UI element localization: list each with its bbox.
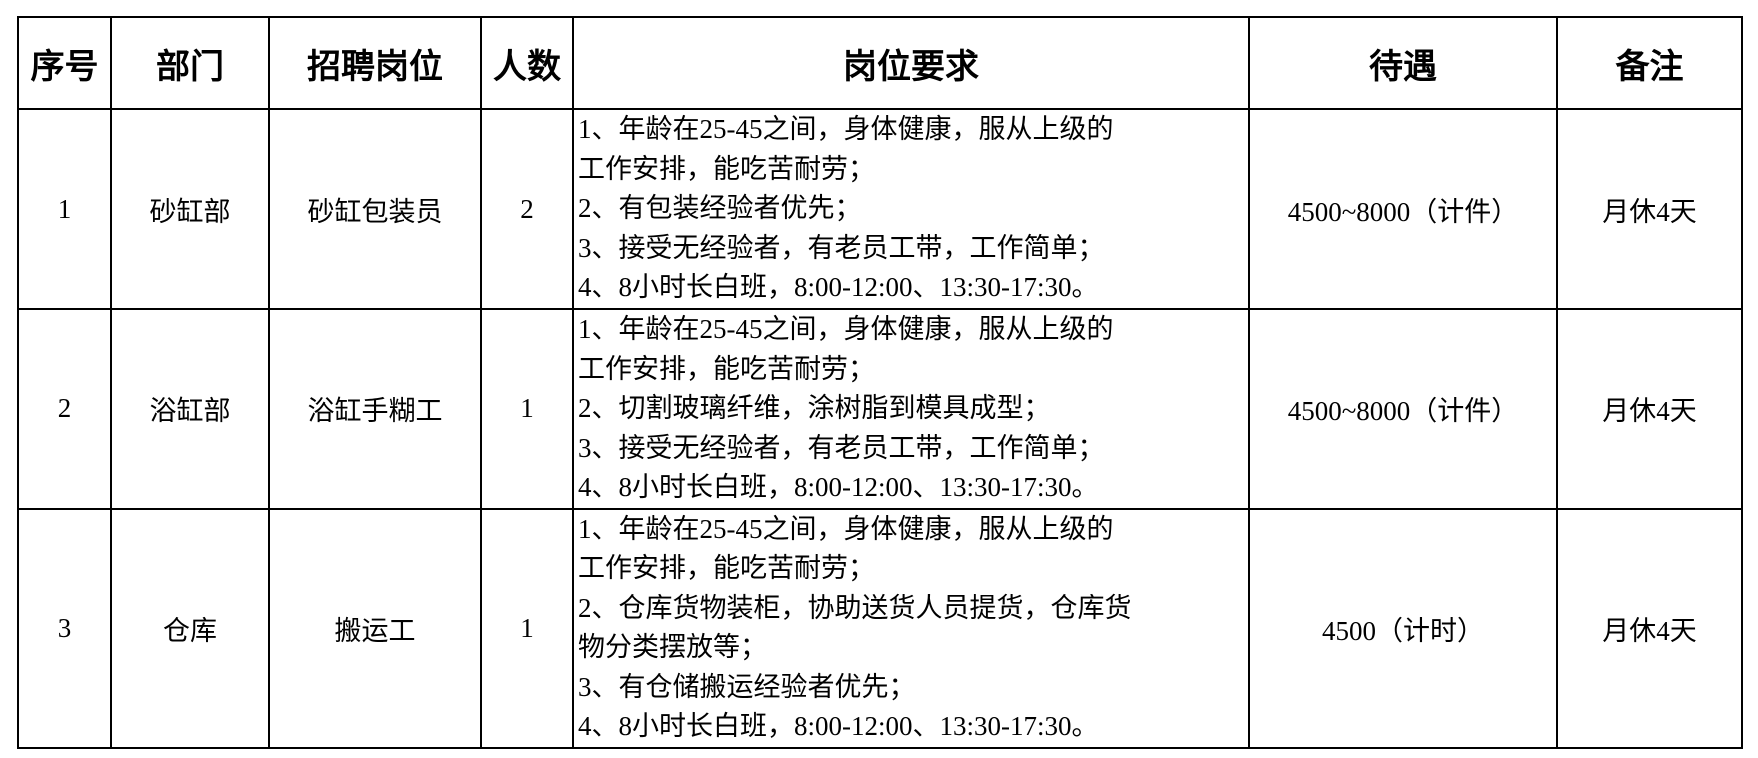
header-no: 序号 [17, 16, 112, 110]
header-position: 招聘岗位 [268, 16, 482, 110]
requirement-line: 2、有包装经验者优先； [578, 193, 862, 224]
cell-note: 月休4天 [1556, 108, 1743, 310]
cell-position: 搬运工 [268, 507, 482, 749]
cell-note: 月休4天 [1556, 507, 1743, 749]
requirement-line: 2、仓库货物装柜，协助送货人员提货，仓库货 [578, 592, 1132, 623]
cell-position: 砂缸包装员 [268, 108, 482, 310]
requirement-line: 4、8小时长白班，8:00-12:00、13:30-17:30。 [578, 472, 1099, 502]
header-row: 序号 部门 招聘岗位 人数 岗位要求 待遇 备注 [17, 16, 1743, 110]
recruitment-table: 序号 部门 招聘岗位 人数 岗位要求 待遇 备注 1 砂缸部 砂缸包装员 2 1… [17, 16, 1743, 749]
cell-count: 1 [480, 308, 574, 510]
cell-pay: 4500~8000（计件） [1248, 308, 1558, 510]
cell-pay: 4500（计时） [1248, 507, 1558, 749]
requirement-line: 4、8小时长白班，8:00-12:00、13:30-17:30。 [578, 272, 1099, 303]
cell-no: 2 [17, 308, 112, 510]
table-row: 3 仓库 搬运工 1 1、年龄在25-45之间，身体健康，服从上级的 工作安排，… [17, 507, 1743, 749]
cell-dept: 砂缸部 [110, 108, 270, 310]
requirement-line: 3、接受无经验者，有老员工带，工作简单； [578, 232, 1105, 263]
requirement-line: 工作安排，能吃苦耐劳； [578, 153, 875, 184]
requirement-line: 1、年龄在25-45之间，身体健康，服从上级的 [578, 513, 1114, 544]
cell-count: 2 [480, 108, 574, 310]
cell-note: 月休4天 [1556, 308, 1743, 510]
requirement-line: 物分类摆放等； [578, 632, 767, 662]
cell-no: 3 [17, 507, 112, 749]
requirement-line: 2、切割玻璃纤维，涂树脂到模具成型； [578, 393, 1051, 423]
cell-count: 1 [480, 507, 574, 749]
table-row: 2 浴缸部 浴缸手糊工 1 1、年龄在25-45之间，身体健康，服从上级的 工作… [17, 308, 1743, 510]
cell-requirements: 1、年龄在25-45之间，身体健康，服从上级的 工作安排，能吃苦耐劳； 2、切割… [572, 308, 1250, 510]
requirement-line: 3、有仓储搬运经验者优先； [578, 671, 916, 702]
requirement-line: 工作安排，能吃苦耐劳； [578, 353, 875, 384]
cell-requirements: 1、年龄在25-45之间，身体健康，服从上级的 工作安排，能吃苦耐劳； 2、有包… [572, 108, 1250, 310]
table-row: 1 砂缸部 砂缸包装员 2 1、年龄在25-45之间，身体健康，服从上级的 工作… [17, 108, 1743, 310]
cell-no: 1 [17, 108, 112, 310]
cell-dept: 仓库 [110, 507, 270, 749]
header-requirements: 岗位要求 [572, 16, 1250, 110]
requirement-line: 工作安排，能吃苦耐劳； [578, 553, 875, 583]
requirement-line: 3、接受无经验者，有老员工带，工作简单； [578, 432, 1105, 463]
header-dept: 部门 [110, 16, 270, 110]
cell-pay: 4500~8000（计件） [1248, 108, 1558, 310]
header-note: 备注 [1556, 16, 1743, 110]
header-pay: 待遇 [1248, 16, 1558, 110]
cell-dept: 浴缸部 [110, 308, 270, 510]
header-count: 人数 [480, 16, 574, 110]
cell-requirements: 1、年龄在25-45之间，身体健康，服从上级的 工作安排，能吃苦耐劳； 2、仓库… [572, 507, 1250, 749]
requirement-line: 1、年龄在25-45之间，身体健康，服从上级的 [578, 314, 1114, 344]
requirement-line: 1、年龄在25-45之间，身体健康，服从上级的 [578, 114, 1114, 145]
requirement-line: 4、8小时长白班，8:00-12:00、13:30-17:30。 [578, 711, 1099, 741]
cell-position: 浴缸手糊工 [268, 308, 482, 510]
